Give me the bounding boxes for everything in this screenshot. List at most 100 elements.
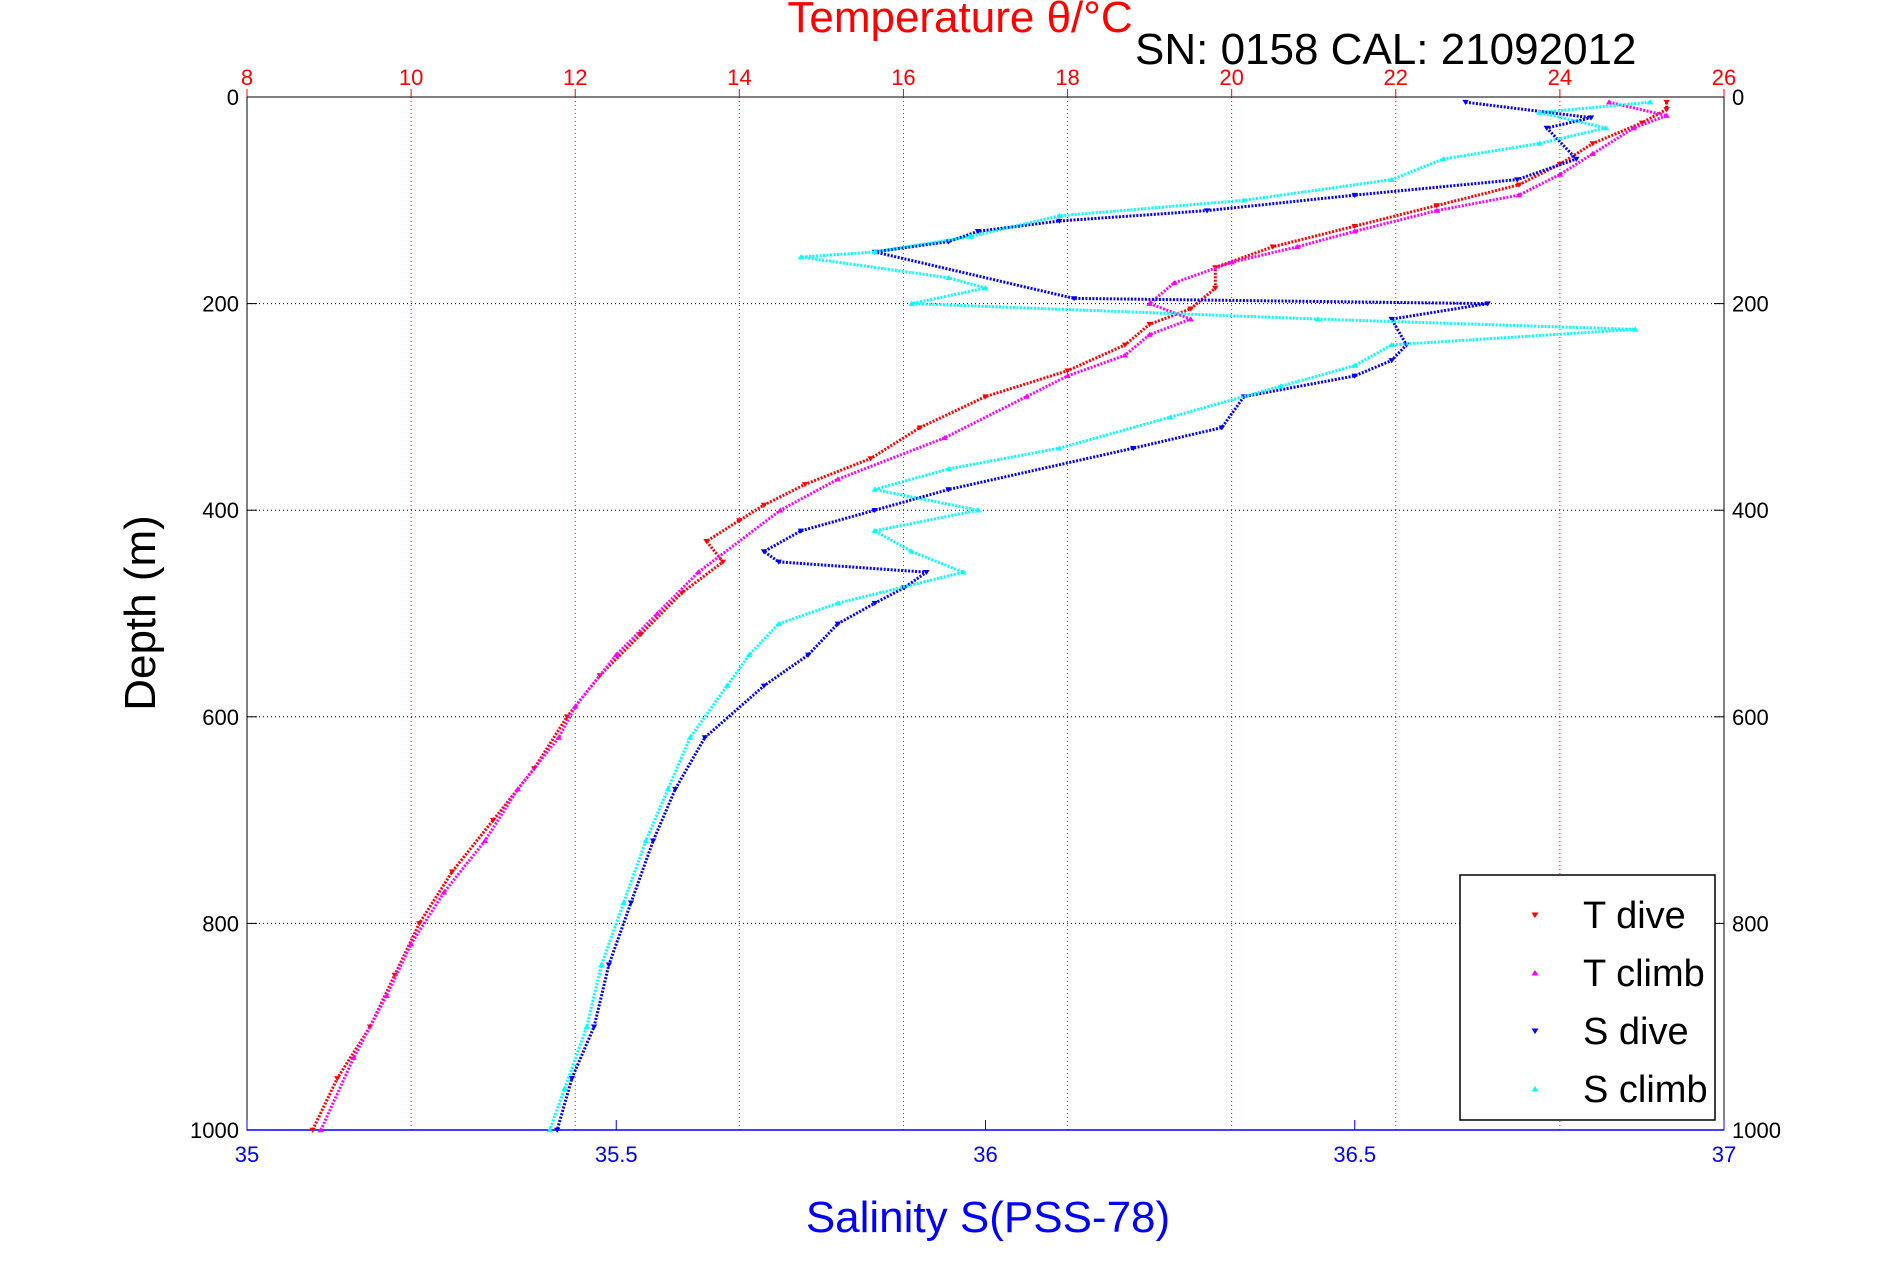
data-point — [1023, 393, 1030, 399]
chart-subtitle: SN: 0158 CAL: 21092012 — [1135, 25, 1637, 74]
data-point — [982, 394, 989, 400]
grid-lines — [247, 97, 1724, 1130]
legend-marker — [1531, 1085, 1539, 1092]
data-point — [871, 486, 878, 492]
data-point — [1228, 259, 1235, 265]
right-axis-tick-label: 600 — [1732, 705, 1769, 730]
top-axis-tick-label: 8 — [241, 65, 253, 90]
data-point — [775, 559, 782, 565]
top-axis-tick-label: 26 — [1712, 65, 1736, 90]
data-point — [627, 900, 635, 906]
data-point — [1638, 120, 1646, 126]
data-point — [1351, 228, 1358, 234]
data-point — [598, 961, 605, 967]
legend-label: S climb — [1583, 1069, 1708, 1111]
data-point — [703, 538, 710, 545]
data-point — [1121, 342, 1129, 348]
series-t-dive — [309, 99, 1670, 1133]
data-point — [1277, 383, 1285, 389]
data-point — [1433, 203, 1441, 209]
data-point — [1514, 177, 1521, 183]
bottom-axis-tick-label: 36 — [973, 1142, 997, 1167]
data-point — [982, 285, 989, 291]
data-point — [1240, 197, 1248, 203]
data-point — [309, 1127, 316, 1133]
bottom-axis-tick-label: 35.5 — [595, 1142, 638, 1167]
data-point — [555, 734, 563, 740]
data-point — [1515, 182, 1523, 188]
data-point — [1314, 316, 1322, 322]
data-point — [1351, 223, 1358, 230]
data-point — [908, 300, 915, 306]
right-axis-tick-label: 800 — [1732, 911, 1769, 936]
data-point — [1440, 156, 1447, 162]
data-point — [1146, 300, 1153, 306]
data-point — [1663, 99, 1670, 106]
series-t-climb — [317, 99, 1670, 1133]
data-point — [797, 528, 805, 534]
data-point — [546, 1127, 553, 1133]
data-point — [514, 786, 521, 792]
y-axis-label: Depth (m) — [116, 515, 165, 711]
data-point — [736, 518, 743, 524]
data-point — [1515, 192, 1523, 198]
data-point — [568, 1076, 576, 1082]
data-point — [583, 1023, 590, 1029]
data-point — [1556, 171, 1564, 177]
data-point — [1146, 331, 1153, 337]
data-point — [760, 549, 768, 555]
data-point — [1212, 285, 1219, 291]
data-point — [1070, 296, 1078, 302]
bottom-axis-tick-label: 37 — [1712, 1142, 1736, 1167]
data-point — [719, 559, 727, 565]
data-point — [871, 527, 878, 534]
data-point — [1663, 112, 1670, 118]
data-point — [440, 889, 448, 895]
bottom-axis-tick-label: 36.5 — [1333, 1142, 1376, 1167]
data-point — [1056, 212, 1063, 219]
data-point — [1294, 243, 1301, 250]
data-point — [1388, 176, 1395, 182]
data-point — [1351, 192, 1358, 199]
data-point — [1121, 352, 1129, 358]
top-axis-tick-label: 16 — [891, 65, 915, 90]
chart-title: Temperature θ/°C — [787, 0, 1132, 42]
data-point — [1130, 445, 1137, 452]
top-axis-tick-label: 22 — [1384, 65, 1408, 90]
left-axis-tick-label: 400 — [202, 498, 239, 523]
data-point — [777, 507, 784, 513]
data-point — [1146, 322, 1153, 328]
data-point — [572, 703, 579, 709]
right-axis-tick-label: 200 — [1732, 292, 1769, 317]
data-point — [553, 1127, 561, 1133]
data-point — [448, 869, 456, 875]
legend-label: T dive — [1583, 895, 1686, 937]
data-point — [1630, 125, 1637, 131]
data-point — [1064, 373, 1071, 379]
data-point — [945, 239, 952, 245]
left-axis-tick-label: 0 — [227, 85, 239, 110]
data-point — [945, 487, 952, 493]
data-point — [1056, 445, 1063, 451]
data-point — [967, 233, 974, 239]
data-point — [605, 962, 613, 968]
data-point — [834, 621, 841, 627]
data-point — [1632, 326, 1639, 332]
data-point — [664, 786, 672, 792]
data-point — [801, 482, 809, 488]
top-axis-tick-label: 10 — [399, 65, 423, 90]
data-point — [620, 899, 627, 905]
data-point — [561, 1085, 568, 1091]
legend-label: S dive — [1583, 1011, 1689, 1053]
data-point — [775, 620, 782, 627]
data-point — [590, 1024, 598, 1030]
series-trace — [319, 100, 1669, 1131]
data-point — [1388, 342, 1395, 348]
data-point — [867, 456, 874, 462]
data-point — [1218, 425, 1226, 431]
data-point — [960, 569, 967, 575]
data-point — [649, 838, 657, 844]
data-point — [350, 1054, 357, 1060]
data-point — [613, 651, 620, 658]
data-point — [489, 817, 497, 823]
